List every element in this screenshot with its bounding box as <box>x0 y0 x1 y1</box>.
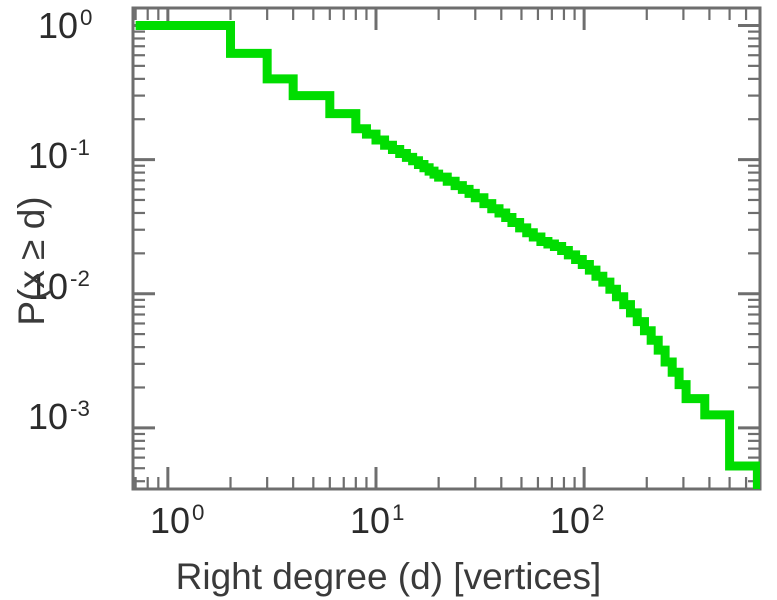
x-axis-ticks-top <box>134 8 762 30</box>
x-tick-label-1e1: 101 <box>350 500 405 541</box>
x-tick-label-1e2: 102 <box>550 500 605 541</box>
y-tick-label-1e-3: 10-3 <box>28 396 90 437</box>
x-axis-title: Right degree (d) [vertices] <box>175 556 602 597</box>
y-tick-label-1e-2: 10-2 <box>28 266 90 307</box>
y-tick-label-1e0: 100 <box>38 5 93 46</box>
plot-frame <box>131 6 762 491</box>
ccdf-step-curve <box>135 20 760 489</box>
y-axis-title: P(x ≥ d) <box>11 196 52 326</box>
x-axis-ticks-bottom <box>134 467 762 489</box>
x-tick-label-1e0: 100 <box>150 500 205 541</box>
y-tick-label-1e-1: 10-1 <box>28 135 90 176</box>
